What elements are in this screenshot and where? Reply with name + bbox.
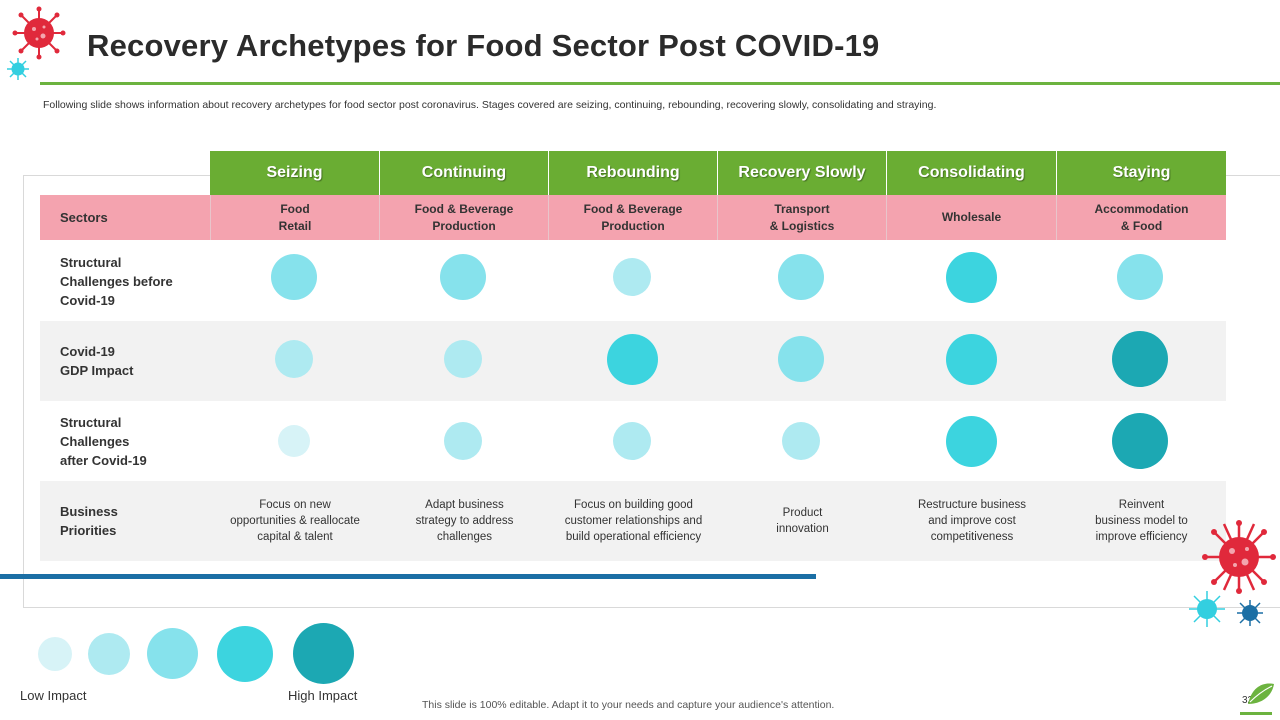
virus-cyan-small-icon (1189, 591, 1225, 627)
impact-dot (613, 258, 651, 296)
legend-dot-level-3 (147, 628, 198, 679)
legend-high-label: High Impact (288, 688, 358, 703)
impact-dot (1112, 413, 1168, 469)
stage-header-seizing: Seizing (210, 151, 380, 195)
impact-dot (444, 340, 482, 378)
impact-dot (275, 340, 313, 378)
row-label-challenges-after: Structural Challenges after Covid-19 (60, 414, 147, 468)
impact-dot (606, 333, 658, 385)
page-number-underline (1240, 712, 1272, 715)
priority-staying: Reinvent business model to improve effic… (1095, 499, 1188, 543)
impact-dot (782, 422, 820, 460)
virus-cyan-icon (7, 58, 29, 80)
virus-blue-small-icon (1237, 600, 1263, 626)
impact-dot (945, 251, 997, 303)
row-label-gdp-impact: Covid-19 GDP Impact (60, 344, 134, 378)
stage-header-rebounding: Rebounding (549, 151, 718, 195)
blue-accent-bar (0, 574, 816, 579)
virus-red-icon (12, 6, 66, 60)
priority-seizing: Focus on new opportunities & reallocate … (230, 499, 360, 543)
footer-note: This slide is 100% editable. Adapt it to… (422, 699, 835, 711)
impact-dot (444, 422, 482, 460)
sector-recovery-slowly: Transport & Logistics (718, 195, 887, 240)
sectors-label: Sectors (60, 210, 108, 225)
sectors-row (40, 195, 1226, 240)
stage-header-consolidating: Consolidating (887, 151, 1057, 195)
leaf-icon (1248, 683, 1274, 704)
impact-dot (1112, 331, 1168, 387)
impact-dot (945, 415, 997, 467)
sector-seizing: Food Retail (210, 195, 380, 240)
impact-dot (271, 254, 317, 300)
sector-staying: Accommodation & Food (1094, 201, 1189, 233)
title-underline (40, 82, 1280, 85)
page-title: Recovery Archetypes for Food Sector Post… (87, 28, 880, 63)
priority-rebounding: Focus on building good customer relation… (564, 499, 703, 543)
row-label-challenges-before: Structural Challenges before Covid-19 (60, 254, 173, 308)
legend-dot-level-5 (293, 623, 354, 684)
impact-dot (778, 254, 824, 300)
impact-dot (945, 333, 997, 385)
legend-dot-level-1 (38, 637, 72, 671)
stage-header-staying: Staying (1057, 151, 1226, 195)
row-background-priorities (40, 481, 1226, 561)
impact-dot (778, 336, 824, 382)
stage-header-recovery-slowly: Recovery Slowly (718, 151, 887, 195)
slide-description: Following slide shows information about … (43, 99, 937, 111)
row-label-business-priorities: Business Priorities (60, 504, 118, 538)
legend-low-label: Low Impact (20, 688, 87, 703)
impact-dot (1117, 254, 1163, 300)
priority-consolidating: Restructure business and improve cost co… (917, 499, 1027, 543)
impact-dot (440, 254, 486, 300)
sector-rebounding: Food & Beverage Production (549, 195, 718, 240)
sector-continuing: Food & Beverage Production (380, 195, 549, 240)
page-number: 32 (1242, 695, 1254, 706)
stage-header-continuing: Continuing (380, 151, 549, 195)
legend-dot-level-2 (88, 633, 130, 675)
legend-dot-level-4 (217, 626, 273, 682)
sector-consolidating: Wholesale (887, 195, 1057, 240)
priority-recovery-slowly: Product innovation (776, 507, 829, 535)
impact-dot (613, 422, 651, 460)
virus-red-large-icon (1202, 520, 1276, 594)
impact-dot (278, 425, 310, 457)
priority-continuing: Adapt business strategy to address chall… (415, 499, 514, 543)
